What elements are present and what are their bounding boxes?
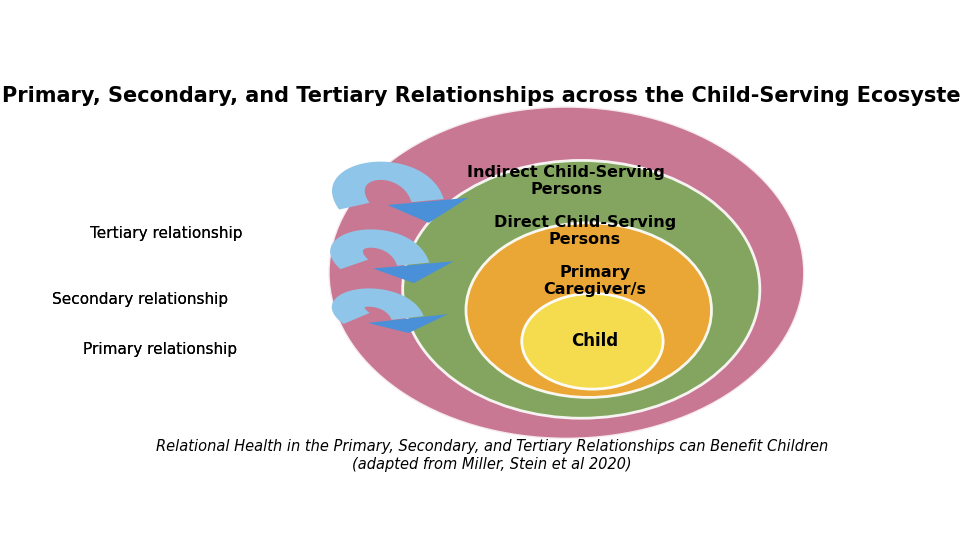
Polygon shape bbox=[373, 261, 454, 283]
Polygon shape bbox=[332, 161, 444, 210]
Polygon shape bbox=[332, 288, 423, 324]
Text: Primary, Secondary, and Tertiary Relationships across the Child-Serving Ecosyste: Primary, Secondary, and Tertiary Relatio… bbox=[2, 85, 960, 106]
Text: Tertiary relationship: Tertiary relationship bbox=[90, 226, 243, 241]
Ellipse shape bbox=[522, 294, 663, 389]
Polygon shape bbox=[368, 314, 448, 333]
Text: Secondary relationship: Secondary relationship bbox=[52, 292, 228, 307]
Text: Relational Health in the Primary, Secondary, and Tertiary Relationships can Bene: Relational Health in the Primary, Second… bbox=[156, 440, 828, 472]
Text: Direct Child-Serving
Persons: Direct Child-Serving Persons bbox=[493, 215, 676, 247]
Ellipse shape bbox=[466, 223, 711, 397]
Text: Primary relationship: Primary relationship bbox=[84, 342, 237, 357]
Text: Tertiary relationship: Tertiary relationship bbox=[90, 226, 243, 241]
Text: Primary
Caregiver/s: Primary Caregiver/s bbox=[543, 265, 646, 297]
Polygon shape bbox=[330, 230, 429, 269]
Text: Secondary relationship: Secondary relationship bbox=[52, 292, 228, 307]
Text: Primary relationship: Primary relationship bbox=[84, 342, 237, 357]
Text: Indirect Child-Serving
Persons: Indirect Child-Serving Persons bbox=[468, 165, 665, 198]
Polygon shape bbox=[388, 198, 468, 223]
Text: Child: Child bbox=[571, 332, 618, 350]
Ellipse shape bbox=[328, 106, 804, 439]
Ellipse shape bbox=[403, 160, 759, 418]
